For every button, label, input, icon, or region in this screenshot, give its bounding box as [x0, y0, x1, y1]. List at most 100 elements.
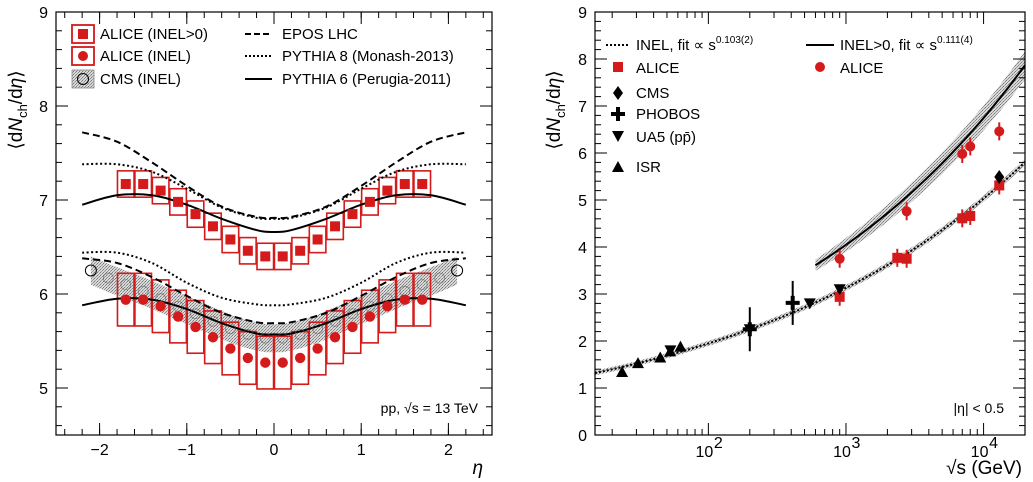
alice-sys-box	[308, 225, 327, 254]
legend-marker-alice-inelgt0	[71, 24, 95, 44]
y-tick-label: 9	[578, 5, 587, 22]
legend-cms: CMS	[636, 85, 669, 102]
y-tick-label: 0	[578, 428, 587, 445]
legend-marker-cms-circle	[77, 73, 89, 85]
legend-cms-inel: CMS (INEL)	[100, 71, 181, 88]
model-curve	[82, 162, 466, 221]
left-y-axis-title: ⟨dNch/dη⟩	[6, 70, 30, 149]
data-points	[84, 179, 464, 368]
alice-sys-box	[221, 321, 240, 376]
y-tick-label: 8	[39, 99, 48, 116]
alice-inelgt0-point	[330, 221, 341, 232]
alice-sys-box	[134, 170, 153, 198]
legend-marker-cms	[613, 86, 623, 100]
model-curve	[82, 257, 466, 325]
y-tick-label: 1	[578, 381, 587, 398]
alice-inel-point	[347, 321, 358, 333]
right-y-axis-title: ⟨dNch/dη⟩	[544, 70, 568, 149]
x-tick-exponent: 3	[852, 435, 861, 452]
alice-inelgt0-point	[399, 179, 410, 190]
isr-point	[664, 345, 677, 357]
alice-inelgt0-point	[120, 179, 131, 190]
alice-sys-box	[151, 176, 170, 205]
alice-inel-point	[994, 180, 1005, 191]
cms-point	[207, 315, 219, 327]
alice-inel-point	[382, 301, 393, 312]
cms-point	[294, 329, 306, 340]
model-curve	[81, 193, 467, 233]
alice-inel-point	[120, 294, 131, 305]
x-tick-label: −1	[178, 442, 196, 459]
data-points	[616, 122, 1005, 378]
x-tick-label: 0	[270, 442, 279, 459]
y-tick-label: 6	[39, 287, 48, 304]
y-tick-label: 7	[578, 99, 587, 116]
phobos-point	[785, 295, 800, 310]
legend-phobos: PHOBOS	[636, 106, 700, 123]
y-tick-label: 3	[578, 287, 587, 304]
alice-inelgt0-point	[277, 251, 288, 262]
legend-alice-inelgt0: ALICE	[840, 60, 883, 77]
legend-pythia6: PYTHIA 6 (Perugia-2011)	[282, 71, 451, 88]
alice-sys-box	[308, 321, 327, 376]
legend-marker-alice-inel	[71, 46, 95, 66]
x-tick-exponent: 2	[714, 435, 723, 452]
legend-marker-alice-inel-inner	[78, 51, 88, 61]
alice-sys-box	[378, 176, 397, 205]
alice-inelgt0-point	[260, 251, 271, 262]
alice-inelgt0-point	[965, 141, 976, 152]
cms-point	[312, 323, 324, 335]
alice-inelgt0-point	[834, 253, 845, 264]
alice-inelgt0-point	[312, 234, 323, 245]
alice-inel-point	[207, 332, 219, 343]
alice-sys-box	[360, 187, 380, 216]
x-tick-label: −2	[90, 442, 108, 459]
legend-marker-cms-band	[71, 69, 95, 89]
legend-isr: ISR	[636, 159, 661, 176]
ua5-point	[803, 298, 816, 310]
cms-point	[259, 332, 271, 344]
x-tick-label: 10	[695, 444, 713, 461]
legend-pythia8: PYTHIA 8 (Monash-2013)	[282, 48, 454, 65]
cms-point	[277, 332, 289, 344]
right-plot-frame	[594, 11, 1026, 436]
alice-inel-point	[294, 352, 306, 364]
alice-sys-box	[291, 236, 310, 265]
y-tick-label: 6	[578, 146, 587, 163]
right-annotation: |η| < 0.5	[954, 400, 1005, 416]
legend-marker-isr	[612, 161, 624, 172]
cms-point	[364, 300, 376, 312]
alice-inel-point	[155, 301, 166, 312]
y-tick-label: 5	[578, 193, 587, 210]
fit-line	[594, 161, 1026, 375]
legend-alice-inel: ALICE (INEL)	[100, 48, 191, 65]
model-curve	[82, 250, 466, 307]
y-tick-label: 5	[39, 381, 48, 398]
ua5-point	[833, 284, 846, 296]
isr-point	[674, 340, 687, 352]
right-x-axis-title: √s (GeV)	[946, 458, 1022, 479]
alice-sys-box	[186, 200, 205, 229]
legend-alice-inelgt0: ALICE (INEL>0)	[100, 26, 208, 43]
model-curve	[81, 297, 467, 336]
alice-sys-box	[116, 170, 135, 198]
legend-marker-phobos	[611, 107, 625, 121]
alice-inelgt0-point	[225, 234, 236, 245]
cms-point	[994, 169, 1005, 184]
alice-sys-box	[256, 242, 275, 271]
right-legend: INEL, fit ∝ s0.103(2) INEL>0, fit ∝ s0.1…	[606, 35, 973, 176]
alice-sys-box	[273, 335, 292, 390]
alice-sys-box	[343, 200, 362, 229]
cms-point	[190, 308, 201, 320]
isr-point	[631, 357, 644, 369]
fit-band	[815, 51, 1025, 271]
alice-inelgt0-point	[901, 206, 912, 217]
alice-inel-point	[892, 252, 903, 263]
alice-inel-point	[399, 294, 410, 305]
alice-inelgt0-point	[138, 179, 149, 190]
legend-marker-ua5	[612, 131, 624, 142]
fit-line	[814, 64, 1026, 267]
cms-point	[347, 308, 358, 320]
cms-point	[102, 272, 114, 284]
